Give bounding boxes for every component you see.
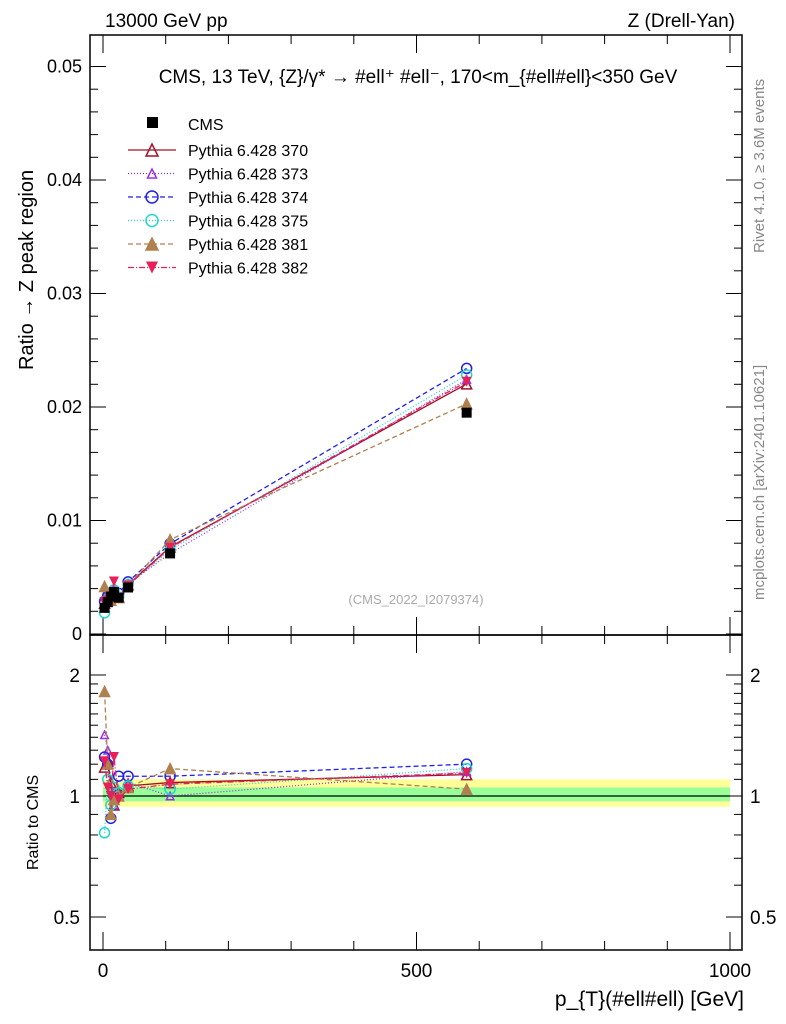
legend-label: Pythia 6.428 374 <box>188 190 308 207</box>
ratio-y-tick-label: 2 <box>69 666 80 687</box>
marker-square <box>165 548 176 559</box>
marker-triangle-down <box>461 376 472 387</box>
y-tick-label: 0.01 <box>47 511 82 531</box>
marker-triangle-down <box>105 791 116 801</box>
series-line-2 <box>104 367 467 603</box>
legend-label-cms: CMS <box>188 117 224 134</box>
y-tick-label: 0 <box>72 624 82 644</box>
ratio-y-tick-label: 1 <box>69 787 80 808</box>
ratio-panel: 0.5 0.5 1 1 2 2 0 500 1000 <box>54 634 776 982</box>
marker-triangle-down <box>165 779 176 790</box>
marker-circle <box>98 827 111 839</box>
ratio-y-tick-label-right: 0.5 <box>750 908 776 929</box>
marker-triangle-down <box>165 542 176 553</box>
analysis-label: (CMS_2022_I2079374) <box>348 592 483 607</box>
marker-square <box>99 602 110 613</box>
marker-triangle <box>165 790 176 801</box>
x-tick-label: 1000 <box>709 961 751 982</box>
legend-label: Pythia 6.428 375 <box>188 214 308 231</box>
marker-triangle <box>460 782 473 795</box>
y-axis-label: Ratio → Z peak region <box>16 170 38 370</box>
chart-title: CMS, 13 TeV, {Z}/γ* → #ell⁺ #ell⁻, 170<m… <box>159 67 678 88</box>
series-line-5 <box>104 381 467 603</box>
marker-circle <box>145 213 159 228</box>
marker-triangle <box>144 236 160 251</box>
x-tick-label: 0 <box>98 961 109 982</box>
marker-triangle <box>163 761 177 775</box>
ratio-line-4 <box>103 691 467 815</box>
series-line-4 <box>103 403 467 602</box>
marker-circle <box>145 190 159 204</box>
x-axis-label: p_{T}(#ell#ell) [GeV] <box>555 988 744 1011</box>
marker-square <box>123 582 134 593</box>
ratio-y-tick-label-right: 1 <box>750 787 761 808</box>
series-line-0 <box>103 383 467 604</box>
marker-circle <box>460 362 473 375</box>
marker-triangle <box>98 684 111 698</box>
marker-triangle-down <box>99 756 110 767</box>
y-tick-label: 0.03 <box>47 284 82 304</box>
marker-triangle-down <box>108 752 119 763</box>
uncertainty-band-inner <box>103 787 730 802</box>
y-tick-label: 0.02 <box>47 397 82 417</box>
legend-marker-cms <box>147 117 158 128</box>
marker-triangle-down <box>123 784 134 795</box>
y-tick-label: 0.04 <box>47 170 82 190</box>
ratio-y-tick-label: 0.5 <box>54 908 80 929</box>
marker-triangle-down <box>108 576 119 587</box>
marker-triangle-down <box>461 768 472 779</box>
legend-label: Pythia 6.428 382 <box>188 261 308 278</box>
marker-triangle-down <box>146 261 158 274</box>
marker-triangle <box>144 142 160 157</box>
marker-triangle <box>104 807 118 821</box>
marker-triangle-down <box>113 794 124 805</box>
marker-triangle <box>146 167 158 179</box>
legend: CMS Pythia 6.428 370 Pythia 6.428 373 Pythi… <box>128 117 308 278</box>
marker-square <box>102 597 113 608</box>
marker-triangle <box>460 397 473 410</box>
header-left: 13000 GeV pp <box>105 11 228 32</box>
marker-square <box>461 407 472 418</box>
y-tick-label: 0.05 <box>47 57 82 77</box>
ratio-y-tick-label-right: 2 <box>750 666 761 687</box>
rivet-label: Rivet 4.1.0, ≥ 3.6M events <box>751 79 768 253</box>
series-line-3 <box>103 374 467 613</box>
legend-label: Pythia 6.428 381 <box>188 237 308 254</box>
legend-label: Pythia 6.428 370 <box>188 143 308 160</box>
legend-label: Pythia 6.428 373 <box>188 167 308 184</box>
marker-square <box>113 592 124 603</box>
marker-square <box>108 587 119 598</box>
ratio-y-axis-label: Ratio to CMS <box>25 775 42 870</box>
series-line-1 <box>104 378 467 599</box>
header-right: Z (Drell-Yan) <box>628 11 735 32</box>
mcplots-label: mcplots.cern.ch [arXiv:2401.10621] <box>751 365 768 600</box>
marker-triangle <box>98 579 111 593</box>
main-panel: 0 0.01 0.02 0.03 0.04 0.05 <box>47 34 743 644</box>
marker-triangle-down <box>102 782 113 793</box>
x-tick-label: 500 <box>401 961 433 982</box>
